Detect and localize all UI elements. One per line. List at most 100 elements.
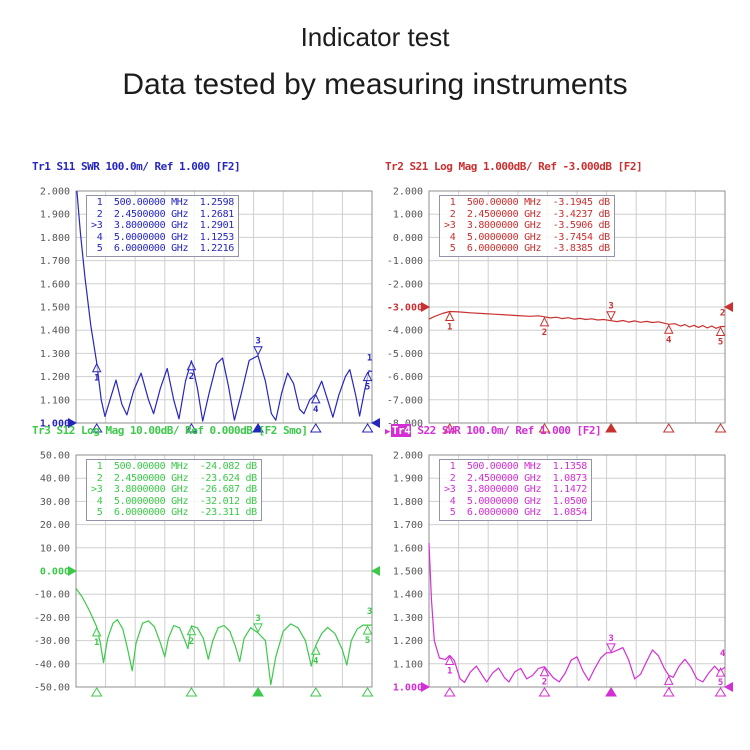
- y-tick: 1.700: [40, 256, 70, 267]
- y-tick: 1.800: [40, 233, 70, 244]
- y-tick: 1.300: [40, 349, 70, 360]
- y-tick: 1.000: [393, 210, 423, 221]
- trace-panel-tr4: ▶ Tr4 S22 SWR 100.0m/ Ref 1.000 [F2] 2.000…: [381, 424, 733, 697]
- y-tick: -7.000: [387, 395, 423, 406]
- trace-name-label: Tr3: [32, 424, 51, 437]
- trace-name-label: Tr4: [390, 424, 412, 437]
- trace-edge-digit: 3: [367, 607, 372, 617]
- marker-table-tr4: 1 500.00000 MHz 1.1358 2 2.4500000 GHz 1…: [439, 459, 593, 521]
- markers: 1 2 3 4 5 3: [90, 607, 374, 697]
- svg-text:2: 2: [542, 678, 547, 688]
- stimulus-marker-icon: [361, 423, 374, 433]
- svg-text:3: 3: [255, 614, 260, 624]
- ref-level-arrow-icons: [421, 302, 733, 312]
- marker-table-tr1: 1 500.00000 MHz 1.2598 2 2.4500000 GHz 1…: [86, 195, 240, 257]
- marker-table-tr2: 1 500.00000 MHz -3.1945 dB 2 2.4500000 G…: [439, 195, 615, 257]
- y-tick: 1.900: [393, 474, 423, 485]
- y-tick: 1.800: [393, 497, 423, 508]
- svg-text:2: 2: [542, 328, 547, 338]
- svg-text:2: 2: [189, 372, 194, 382]
- svg-text:1: 1: [447, 666, 452, 676]
- y-tick: -5.000: [387, 349, 423, 360]
- y-tick: 1.500: [40, 303, 70, 314]
- trace-name-label: Tr1: [32, 160, 51, 173]
- page-subtitle: Data tested by measuring instruments: [122, 68, 628, 101]
- svg-text:3: 3: [255, 337, 260, 347]
- y-axis-ticks: 2.000 1.000 0.000 -1.000 -2.000 -3.000 -4.000 -…: [387, 187, 423, 430]
- stimulus-marker-icon: [605, 423, 617, 433]
- markers: 123454: [443, 634, 727, 697]
- y-axis-ticks: 50.00 40.00 30.00 20.00 10.00 0.000 -10.00 -20.…: [34, 451, 70, 694]
- trace-title-tr3: Tr3 S12 Log Mag 10.00dB/ Ref 0.000dB [F2…: [32, 424, 308, 437]
- stimulus-marker-icon: [443, 423, 456, 433]
- y-tick: 1.300: [393, 613, 423, 624]
- markers: 1 2 3 4 5 2: [443, 302, 727, 433]
- active-trace-arrow-icon: ▶: [385, 427, 390, 437]
- svg-text:2: 2: [189, 637, 194, 647]
- y-axis-ticks: 2.000 1.900 1.800 1.700 1.600 1.500 1.400 1.300…: [393, 451, 423, 694]
- stimulus-marker-icon: [605, 687, 617, 697]
- svg-text:4: 4: [666, 335, 672, 345]
- y-tick: 1.700: [393, 520, 423, 531]
- svg-text:1: 1: [94, 638, 99, 648]
- y-tick: 10.00: [40, 543, 70, 554]
- trace-title-tr1: Tr1 S11 SWR 100.0m/ Ref 1.000 [F2]: [32, 160, 241, 173]
- stimulus-marker-icon: [538, 687, 551, 697]
- stimulus-marker-icon: [714, 687, 727, 697]
- y-tick: 1.600: [40, 279, 70, 290]
- svg-text:3: 3: [608, 634, 613, 644]
- svg-text:4: 4: [313, 405, 319, 415]
- y-tick: -30.00: [34, 636, 70, 647]
- trace-panel-tr2: Tr2 S21 Log Mag 1.000dB/ Ref -3.000dB [F…: [381, 160, 733, 433]
- y-tick: 2.000: [393, 187, 423, 198]
- stimulus-marker-icon: [185, 687, 198, 697]
- trace-edge-digit: 1: [367, 354, 372, 364]
- page-title: Indicator test: [300, 22, 450, 52]
- y-tick: 0.000: [393, 233, 423, 244]
- trace-title-tr4: ▶ Tr4 S22 SWR 100.0m/ Ref 1.000 [F2]: [385, 424, 602, 437]
- trace-chart-tr4: 2.000 1.900 1.800 1.700 1.600 1.500 1.400 1.300…: [393, 451, 733, 697]
- y-tick: 1.200: [393, 636, 423, 647]
- y-tick: 1.500: [393, 567, 423, 578]
- svg-text:4: 4: [313, 656, 319, 666]
- y-tick: 1.900: [40, 210, 70, 221]
- trace-panel-tr3: Tr3 S12 Log Mag 10.00dB/ Ref 0.000dB [F2…: [28, 424, 380, 697]
- svg-text:3: 3: [608, 302, 613, 312]
- y-tick: 1.200: [40, 372, 70, 383]
- trace-scale-label: S11 SWR 100.0m/ Ref 1.000 [F2]: [50, 160, 241, 173]
- y-tick: 30.00: [40, 497, 70, 508]
- y-tick: -6.000: [387, 372, 423, 383]
- trace-line: [428, 543, 726, 683]
- stimulus-marker-icon: [252, 687, 264, 697]
- ref-level-arrow-icons: [68, 418, 380, 428]
- ref-level-arrow-icons: [68, 566, 380, 576]
- trace-edge-digit: 4: [720, 649, 726, 659]
- y-tick: -10.00: [34, 590, 70, 601]
- ref-level-tick: -3.000: [387, 303, 423, 314]
- y-tick: -40.00: [34, 659, 70, 670]
- markers: 1 2 3 4 5 1: [90, 337, 374, 433]
- y-tick: 1.100: [393, 659, 423, 670]
- stimulus-marker-icon: [252, 423, 264, 433]
- y-tick: -50.00: [34, 683, 70, 694]
- stimulus-marker-icon: [361, 687, 374, 697]
- y-tick: -2.000: [387, 279, 423, 290]
- stimulus-marker-icon: [662, 423, 675, 433]
- svg-text:5: 5: [718, 337, 723, 347]
- stimulus-marker-icon: [443, 687, 456, 697]
- y-tick: 1.400: [393, 590, 423, 601]
- y-tick: 50.00: [40, 451, 70, 462]
- trace-scale-label: S22 SWR 100.0m/ Ref 1.000 [F2]: [411, 424, 602, 437]
- y-tick: -4.000: [387, 326, 423, 337]
- stimulus-marker-icon: [662, 687, 675, 697]
- svg-text:5: 5: [365, 636, 370, 646]
- stimulus-marker-icon: [90, 423, 103, 433]
- svg-text:1: 1: [94, 374, 99, 384]
- y-tick: 20.00: [40, 520, 70, 531]
- stimulus-marker-icon: [185, 423, 198, 433]
- trace-name-label: Tr2: [385, 160, 404, 173]
- y-tick: 2.000: [393, 451, 423, 462]
- y-tick: 40.00: [40, 474, 70, 485]
- trace-title-tr2: Tr2 S21 Log Mag 1.000dB/ Ref -3.000dB [F…: [385, 160, 643, 173]
- trace-edge-digit: 2: [720, 308, 725, 318]
